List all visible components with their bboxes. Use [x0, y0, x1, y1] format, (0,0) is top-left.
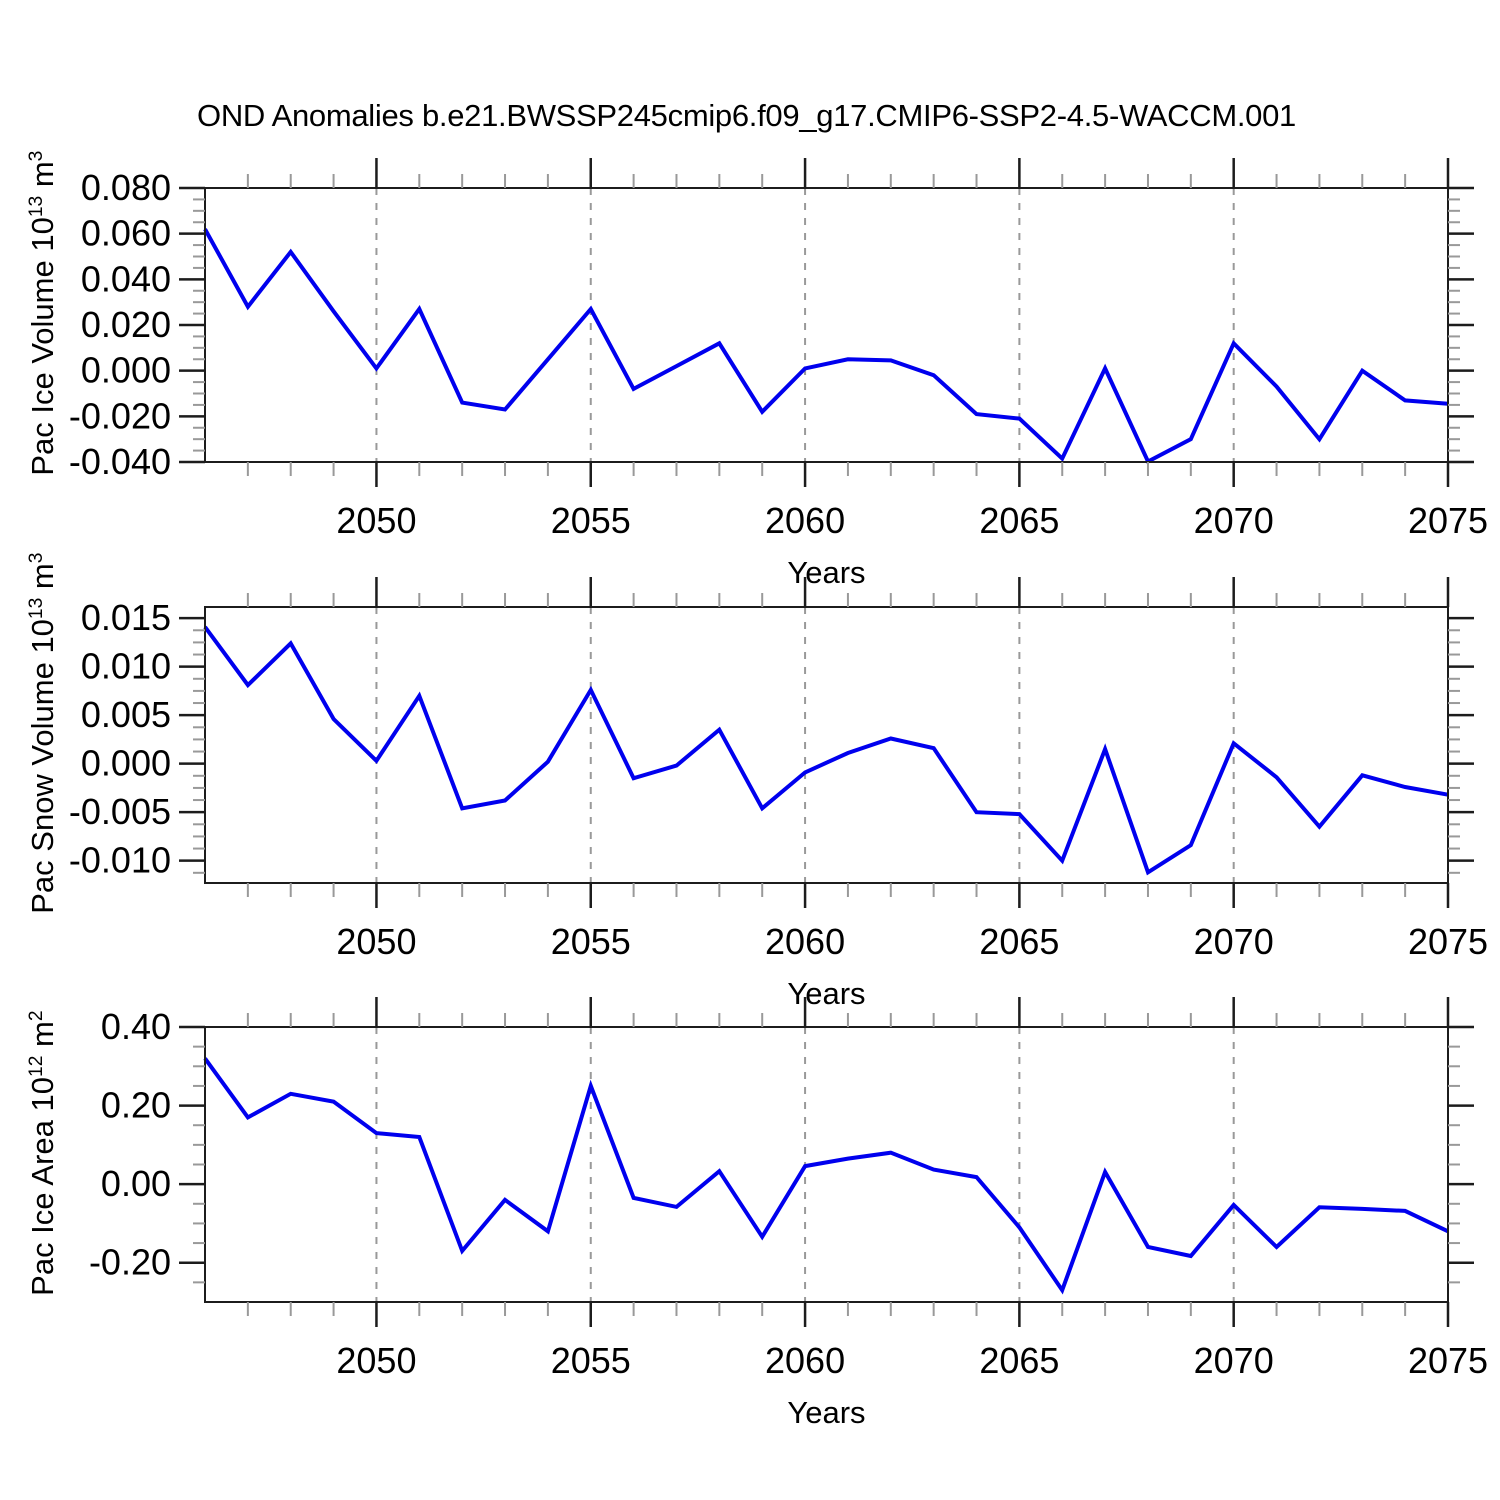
y-tick-label: 0.060	[81, 213, 171, 254]
x-tick-label: 2060	[765, 500, 845, 541]
y-tick-label: 0.015	[81, 597, 171, 638]
y-tick-label: 0.020	[81, 304, 171, 345]
data-line	[203, 228, 1449, 465]
x-axis-title: Years	[787, 1395, 865, 1430]
x-axis-title: Years	[787, 555, 865, 590]
x-tick-label: 2075	[1408, 1340, 1488, 1381]
x-tick-label: 2055	[551, 1340, 631, 1381]
y-tick-label: 0.000	[81, 350, 171, 391]
x-tick-label: 2060	[765, 921, 845, 962]
chart-title: OND Anomalies b.e21.BWSSP245cmip6.f09_g1…	[197, 98, 1296, 133]
y-tick-label: 0.000	[81, 743, 171, 784]
y-tick-label: 0.005	[81, 694, 171, 735]
y-tick-label: -0.010	[69, 840, 171, 881]
data-line	[203, 625, 1449, 876]
y-tick-label: 0.00	[101, 1163, 171, 1204]
x-tick-label: 2050	[336, 921, 416, 962]
x-tick-label: 2065	[979, 500, 1059, 541]
x-tick-label: 2075	[1408, 500, 1488, 541]
x-tick-label: 2060	[765, 1340, 845, 1381]
y-tick-label: -0.020	[69, 395, 171, 436]
plot-frame	[204, 606, 1449, 884]
x-tick-label: 2065	[979, 921, 1059, 962]
x-tick-label: 2070	[1194, 921, 1274, 962]
x-tick-label: 2070	[1194, 1340, 1274, 1381]
x-axis-title: Years	[787, 976, 865, 1011]
y-tick-label: 0.20	[101, 1085, 171, 1126]
y-tick-label: -0.040	[69, 441, 171, 482]
x-tick-label: 2055	[551, 500, 631, 541]
x-tick-label: 2050	[336, 500, 416, 541]
plot-frame	[204, 187, 1449, 463]
y-tick-label: 0.080	[81, 167, 171, 208]
y-tick-label: 0.40	[101, 1006, 171, 1047]
y-tick-label: -0.20	[89, 1242, 171, 1283]
x-tick-label: 2065	[979, 1340, 1059, 1381]
y-tick-label: -0.005	[69, 791, 171, 832]
y-tick-label: 0.010	[81, 646, 171, 687]
x-tick-label: 2075	[1408, 921, 1488, 962]
x-tick-label: 2050	[336, 1340, 416, 1381]
x-tick-label: 2070	[1194, 500, 1274, 541]
y-tick-label: 0.040	[81, 258, 171, 299]
plot-frame	[204, 1026, 1449, 1303]
x-tick-label: 2055	[551, 921, 631, 962]
data-line	[203, 1057, 1449, 1295]
